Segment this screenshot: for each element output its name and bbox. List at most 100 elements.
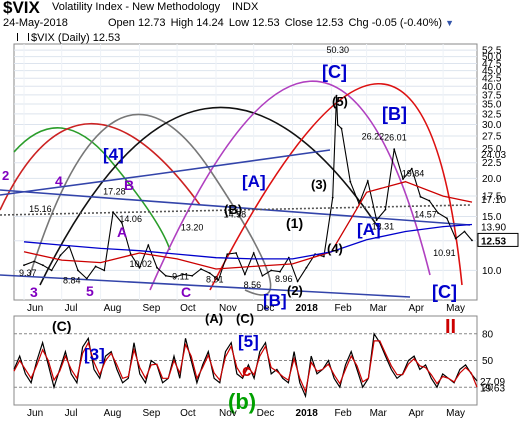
- series-point: [419, 195, 422, 198]
- wave-label: [C]: [432, 282, 457, 302]
- chg-value: -0.05 (-0.40%): [371, 17, 443, 29]
- lower-channel-line: [0, 189, 471, 226]
- osc-y-tick-label: 80: [482, 329, 494, 340]
- black-cycle-arc: [39, 106, 381, 286]
- y-tick-label: 25.0: [482, 144, 502, 155]
- wave-label: [3]: [84, 345, 105, 364]
- wave-label: II: [445, 316, 456, 338]
- wave-label: [4]: [103, 145, 124, 164]
- osc-right-label: 27.09: [480, 377, 505, 388]
- wave-label: [C]: [322, 62, 347, 82]
- wave-label: A: [117, 224, 127, 240]
- low-label: Low: [228, 17, 250, 29]
- right-value-label: 17.10: [481, 195, 506, 206]
- open-value: 12.73: [137, 17, 166, 29]
- chart-date: 24-May-2018: [3, 17, 68, 29]
- series-point: [182, 273, 185, 276]
- series-point: [156, 266, 158, 269]
- osc-x-tick-label: 2018: [296, 408, 319, 419]
- series-point: [335, 94, 338, 97]
- series-point: [138, 266, 141, 269]
- series-point: [428, 199, 431, 202]
- y-tick-label: 37.5: [482, 90, 502, 101]
- wave-label: (3): [311, 177, 327, 192]
- price-label: 15.16: [29, 204, 52, 214]
- series-point: [366, 180, 369, 182]
- x-tick-label: 2018: [296, 303, 319, 314]
- osc-y-tick-label: 50: [482, 356, 494, 367]
- y-tick-label: 17.5: [482, 192, 502, 203]
- price-label: 13.20: [181, 223, 204, 233]
- series-point: [50, 269, 53, 272]
- wave-label: 3: [30, 284, 38, 300]
- series-point: [305, 266, 308, 269]
- legend-main: $VIX (Daily) 12.53: [17, 32, 120, 44]
- series-line-ma-50-: [23, 181, 473, 270]
- osc-x-tick-label: May: [446, 408, 465, 419]
- chg-label: Chg: [348, 17, 369, 29]
- osc-x-tick-label: Oct: [180, 408, 196, 419]
- wave-label: (B): [224, 202, 242, 217]
- series-point: [393, 148, 396, 151]
- right-value-label: 12.53: [481, 236, 506, 247]
- series-point: [270, 269, 273, 272]
- purple-cycle-arc: [149, 80, 431, 291]
- y-tick-label: 32.5: [482, 109, 502, 120]
- series-point: [463, 230, 466, 233]
- price-label: 8.91: [206, 275, 224, 285]
- chg-down-icon: ▼: [445, 18, 455, 28]
- osc-right-label: 19.63: [480, 384, 505, 395]
- price-label: 13.31: [372, 221, 395, 231]
- x-tick-label: Nov: [219, 303, 237, 314]
- chart-name: Volatility Index - New Methodology: [52, 1, 221, 13]
- price-label: 19.84: [402, 168, 425, 178]
- red-cycle-arc-right: [209, 82, 463, 291]
- osc-line-slow: [13, 340, 478, 394]
- series-point: [279, 270, 281, 273]
- series-point: [226, 253, 229, 256]
- price-label: 26.01: [384, 132, 407, 142]
- series-point: [77, 269, 79, 272]
- wave-label: (1): [286, 215, 303, 231]
- y-tick-label: 15.0: [482, 212, 502, 223]
- right-value-label: 13.90: [481, 223, 506, 234]
- osc-x-tick-label: Dec: [257, 408, 275, 419]
- series-point: [59, 254, 62, 257]
- osc-x-tick-label: Sep: [142, 408, 160, 419]
- price-label: 10.91: [433, 248, 456, 258]
- osc-x-tick-label: Apr: [408, 408, 424, 419]
- x-tick-label: Aug: [104, 303, 122, 314]
- osc-x-tick-label: Jun: [27, 408, 43, 419]
- wave-label: [B]: [382, 104, 407, 124]
- series-point: [164, 274, 167, 277]
- series-point: [112, 211, 114, 214]
- ohlc-readout: Open 12.73 High 14.24 Low 12.53 Close 12…: [108, 17, 454, 29]
- wave-label: [5]: [238, 332, 259, 351]
- upper-trendline: [0, 149, 331, 196]
- price-label: 17.28: [103, 187, 126, 197]
- main-plot-frame: [13, 43, 478, 301]
- series-point: [147, 244, 150, 247]
- price-label: 26.22: [362, 131, 385, 141]
- data-layer: [13, 94, 478, 399]
- x-tick-label: Dec: [257, 303, 275, 314]
- y-tick-label: 42.5: [482, 74, 502, 85]
- series-point: [173, 276, 176, 279]
- legend-marker-icon: [17, 33, 29, 41]
- wave-label: (5): [332, 94, 348, 109]
- x-tick-label: Mar: [370, 303, 388, 314]
- y-tick-label: 35.0: [482, 100, 502, 111]
- high-label: High: [170, 17, 194, 29]
- x-tick-label: Oct: [180, 303, 196, 314]
- series-point: [208, 272, 211, 274]
- close-value: 12.53: [315, 17, 344, 29]
- osc-x-tick-label: Nov: [219, 408, 237, 419]
- osc-x-tick-label: Aug: [104, 408, 122, 419]
- x-tick-label: Jul: [65, 303, 78, 314]
- price-label: 9.11: [172, 272, 189, 282]
- wave-label: c: [242, 361, 251, 380]
- wave-label: (A): [205, 311, 223, 326]
- series-point: [85, 277, 88, 280]
- price-label: 14.58: [224, 209, 247, 219]
- y-tick-label: 47.5: [482, 59, 502, 70]
